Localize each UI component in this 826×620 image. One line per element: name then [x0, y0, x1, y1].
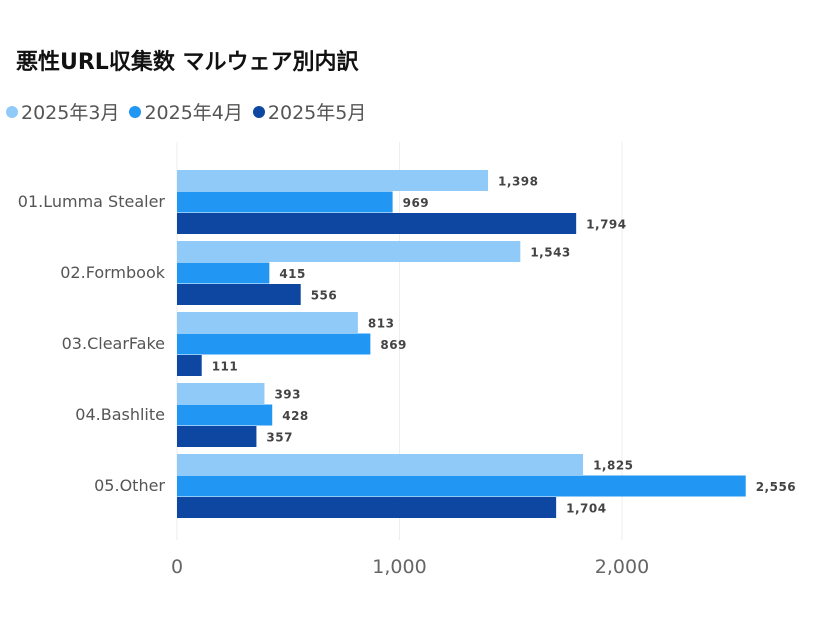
legend-label: 2025年4月 [144, 102, 243, 124]
legend-marker [129, 105, 142, 118]
data-label: 1,398 [498, 175, 538, 189]
x-tick-label: 2,000 [595, 556, 649, 578]
x-tick-label: 0 [171, 556, 183, 578]
data-label: 428 [282, 409, 309, 423]
legend-item-may[interactable]: 2025年5月 [252, 98, 367, 125]
bar [177, 333, 371, 355]
bar [177, 404, 273, 426]
data-label: 393 [274, 388, 301, 402]
data-label: 556 [311, 289, 338, 303]
legend-label: 2025年5月 [267, 102, 367, 124]
category-label: 01.Lumma Stealer [18, 192, 166, 211]
bar [177, 191, 393, 213]
category-label: 05.Other [94, 476, 165, 495]
category-label: 04.Bashlite [75, 405, 165, 424]
bar [177, 213, 577, 234]
data-label: 1,704 [566, 502, 606, 516]
bar [177, 170, 489, 191]
x-tick-label: 1,000 [372, 556, 426, 578]
legend-item-april[interactable]: 2025年4月 [129, 98, 243, 125]
legend-label: 2025年3月 [21, 102, 120, 124]
data-label: 111 [212, 360, 239, 374]
bar [177, 497, 557, 518]
bar [177, 262, 270, 284]
data-label: 357 [266, 431, 293, 445]
bar [177, 454, 584, 475]
data-label: 1,794 [586, 218, 626, 232]
legend-item-march[interactable]: 2025年3月 [6, 98, 119, 125]
bar [177, 312, 358, 333]
data-label: 1,825 [593, 459, 633, 473]
bar [177, 475, 746, 497]
legend-marker [252, 105, 265, 118]
category-label: 02.Formbook [60, 263, 165, 282]
data-label: 1,543 [530, 246, 570, 260]
legend: 2025年3月 2025年4月 2025年5月 [6, 98, 366, 125]
bar [177, 284, 301, 305]
legend-marker [6, 105, 18, 118]
data-label: 813 [368, 317, 395, 331]
bar [177, 426, 257, 447]
bar [177, 355, 202, 376]
bar [177, 241, 521, 262]
data-label: 2,556 [756, 480, 796, 494]
chart-title: 悪性URL収集数 マルウェア別内訳 [16, 50, 359, 75]
data-label: 869 [380, 338, 407, 352]
data-label: 969 [403, 196, 430, 210]
category-label: 03.ClearFake [62, 334, 165, 353]
bar [177, 383, 265, 404]
data-label: 415 [279, 267, 306, 281]
